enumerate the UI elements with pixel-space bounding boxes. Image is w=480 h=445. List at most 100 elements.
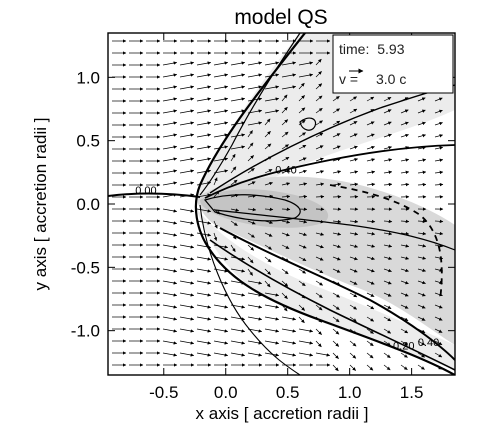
- velocity-vector: [383, 158, 393, 162]
- velocity-vector: [315, 107, 323, 114]
- velocity-vector: [383, 292, 392, 297]
- velocity-vector: [315, 170, 325, 174]
- velocity-vector: [332, 170, 342, 174]
- velocity-vector: [281, 280, 289, 287]
- chart-title: model QS: [234, 6, 327, 29]
- velocity-vector: [383, 352, 391, 359]
- velocity-vector: [162, 244, 178, 249]
- velocity-vector: [179, 280, 195, 285]
- velocity-vector: [264, 268, 271, 275]
- velocity-vector: [298, 73, 314, 78]
- velocity-vector: [281, 131, 289, 138]
- core-region: [200, 189, 329, 228]
- velocity-vector: [179, 181, 195, 186]
- velocity-vector: [315, 280, 323, 286]
- velocity-vector: [417, 133, 426, 138]
- velocity-vector: [298, 316, 305, 324]
- velocity-vector: [366, 364, 374, 371]
- velocity-vector: [196, 304, 212, 309]
- velocity-vector: [383, 182, 393, 187]
- velocity-vector: [383, 268, 392, 273]
- contour-label: 0.20: [393, 341, 414, 353]
- velocity-vector: [213, 97, 229, 102]
- velocity-vector: [434, 182, 444, 187]
- velocity-vector: [298, 194, 308, 199]
- velocity-vector: [264, 328, 280, 333]
- velocity-vector: [366, 244, 376, 248]
- velocity-vector: [332, 232, 342, 236]
- velocity-vector: [230, 244, 236, 252]
- velocity-vector: [298, 232, 307, 237]
- velocity-vector: [281, 144, 289, 150]
- velocity-vector: [400, 316, 409, 322]
- velocity-vector: [349, 133, 358, 138]
- velocity-vector: [366, 352, 374, 359]
- velocity-vector: [434, 158, 444, 162]
- velocity-vector: [213, 316, 229, 321]
- velocity-vector: [179, 352, 195, 357]
- velocity-vector: [434, 146, 444, 150]
- velocity-vector: [349, 158, 358, 162]
- velocity-vector: [332, 352, 339, 359]
- y-tick-label: -0.5: [71, 258, 100, 277]
- velocity-vector: [315, 244, 324, 249]
- velocity-vector: [264, 85, 280, 90]
- velocity-vector: [332, 182, 342, 187]
- y-tick-label: 1.0: [76, 68, 100, 87]
- velocity-vector: [247, 181, 256, 186]
- velocity-vector: [264, 118, 271, 126]
- velocity-vector: [213, 177, 218, 186]
- velocity-vector: [400, 133, 409, 138]
- velocity-vector: [162, 328, 178, 333]
- velocity-vector: [417, 170, 427, 175]
- velocity-vector: [213, 328, 229, 333]
- velocity-vector: [179, 244, 195, 249]
- velocity-vector: [400, 292, 409, 297]
- velocity-vector: [298, 82, 305, 90]
- axis-ticks: -0.5 0.0 0.5 1.0 1.5 -1.0 -0.5 0.0 0.5 1.0: [71, 33, 455, 402]
- velocity-label: v =: [339, 71, 358, 87]
- velocity-vector: [230, 73, 246, 78]
- velocity-vector: [281, 194, 291, 199]
- velocity-vector: [264, 304, 280, 309]
- velocity-vector: [264, 340, 280, 345]
- velocity-vector: [417, 121, 426, 126]
- velocity-vector: [298, 340, 314, 345]
- velocity-vector: [230, 121, 246, 126]
- y-axis-label: y axis [ accretion radii ]: [31, 118, 50, 291]
- velocity-vector: [230, 145, 246, 150]
- velocity-vector: [417, 268, 426, 272]
- velocity-vector: [417, 352, 426, 358]
- velocity-vector: [349, 304, 358, 310]
- velocity-vector: [281, 292, 288, 300]
- velocity-vector: [281, 169, 290, 174]
- velocity-vector: [264, 109, 280, 114]
- velocity-vector: [400, 328, 409, 334]
- velocity-vector: [213, 220, 218, 229]
- lower-shock-region: [196, 208, 455, 370]
- velocity-vector: [213, 244, 229, 249]
- velocity-vector: [332, 108, 340, 114]
- velocity-vector: [315, 256, 324, 261]
- velocity-vector: [332, 244, 341, 249]
- velocity-vector: [366, 133, 375, 138]
- velocity-vector: [349, 268, 358, 273]
- velocity-vector: [196, 352, 212, 357]
- velocity-vector: [315, 132, 324, 138]
- velocity-vector: [196, 109, 212, 114]
- velocity-value: 3.0 c: [376, 71, 406, 87]
- velocity-vector: [383, 328, 392, 334]
- velocity-vector: [400, 352, 408, 358]
- velocity-vector: [383, 231, 393, 236]
- velocity-vector: [366, 145, 375, 150]
- velocity-vector: [264, 256, 272, 263]
- velocity-vector: [315, 145, 324, 150]
- velocity-vector: [332, 316, 340, 323]
- velocity-vector: [247, 292, 263, 297]
- velocity-vector: [349, 182, 359, 187]
- velocity-vector: [281, 340, 297, 345]
- velocity-vector: [417, 340, 426, 346]
- velocity-vector: [298, 220, 308, 224]
- velocity-vector: [162, 121, 178, 126]
